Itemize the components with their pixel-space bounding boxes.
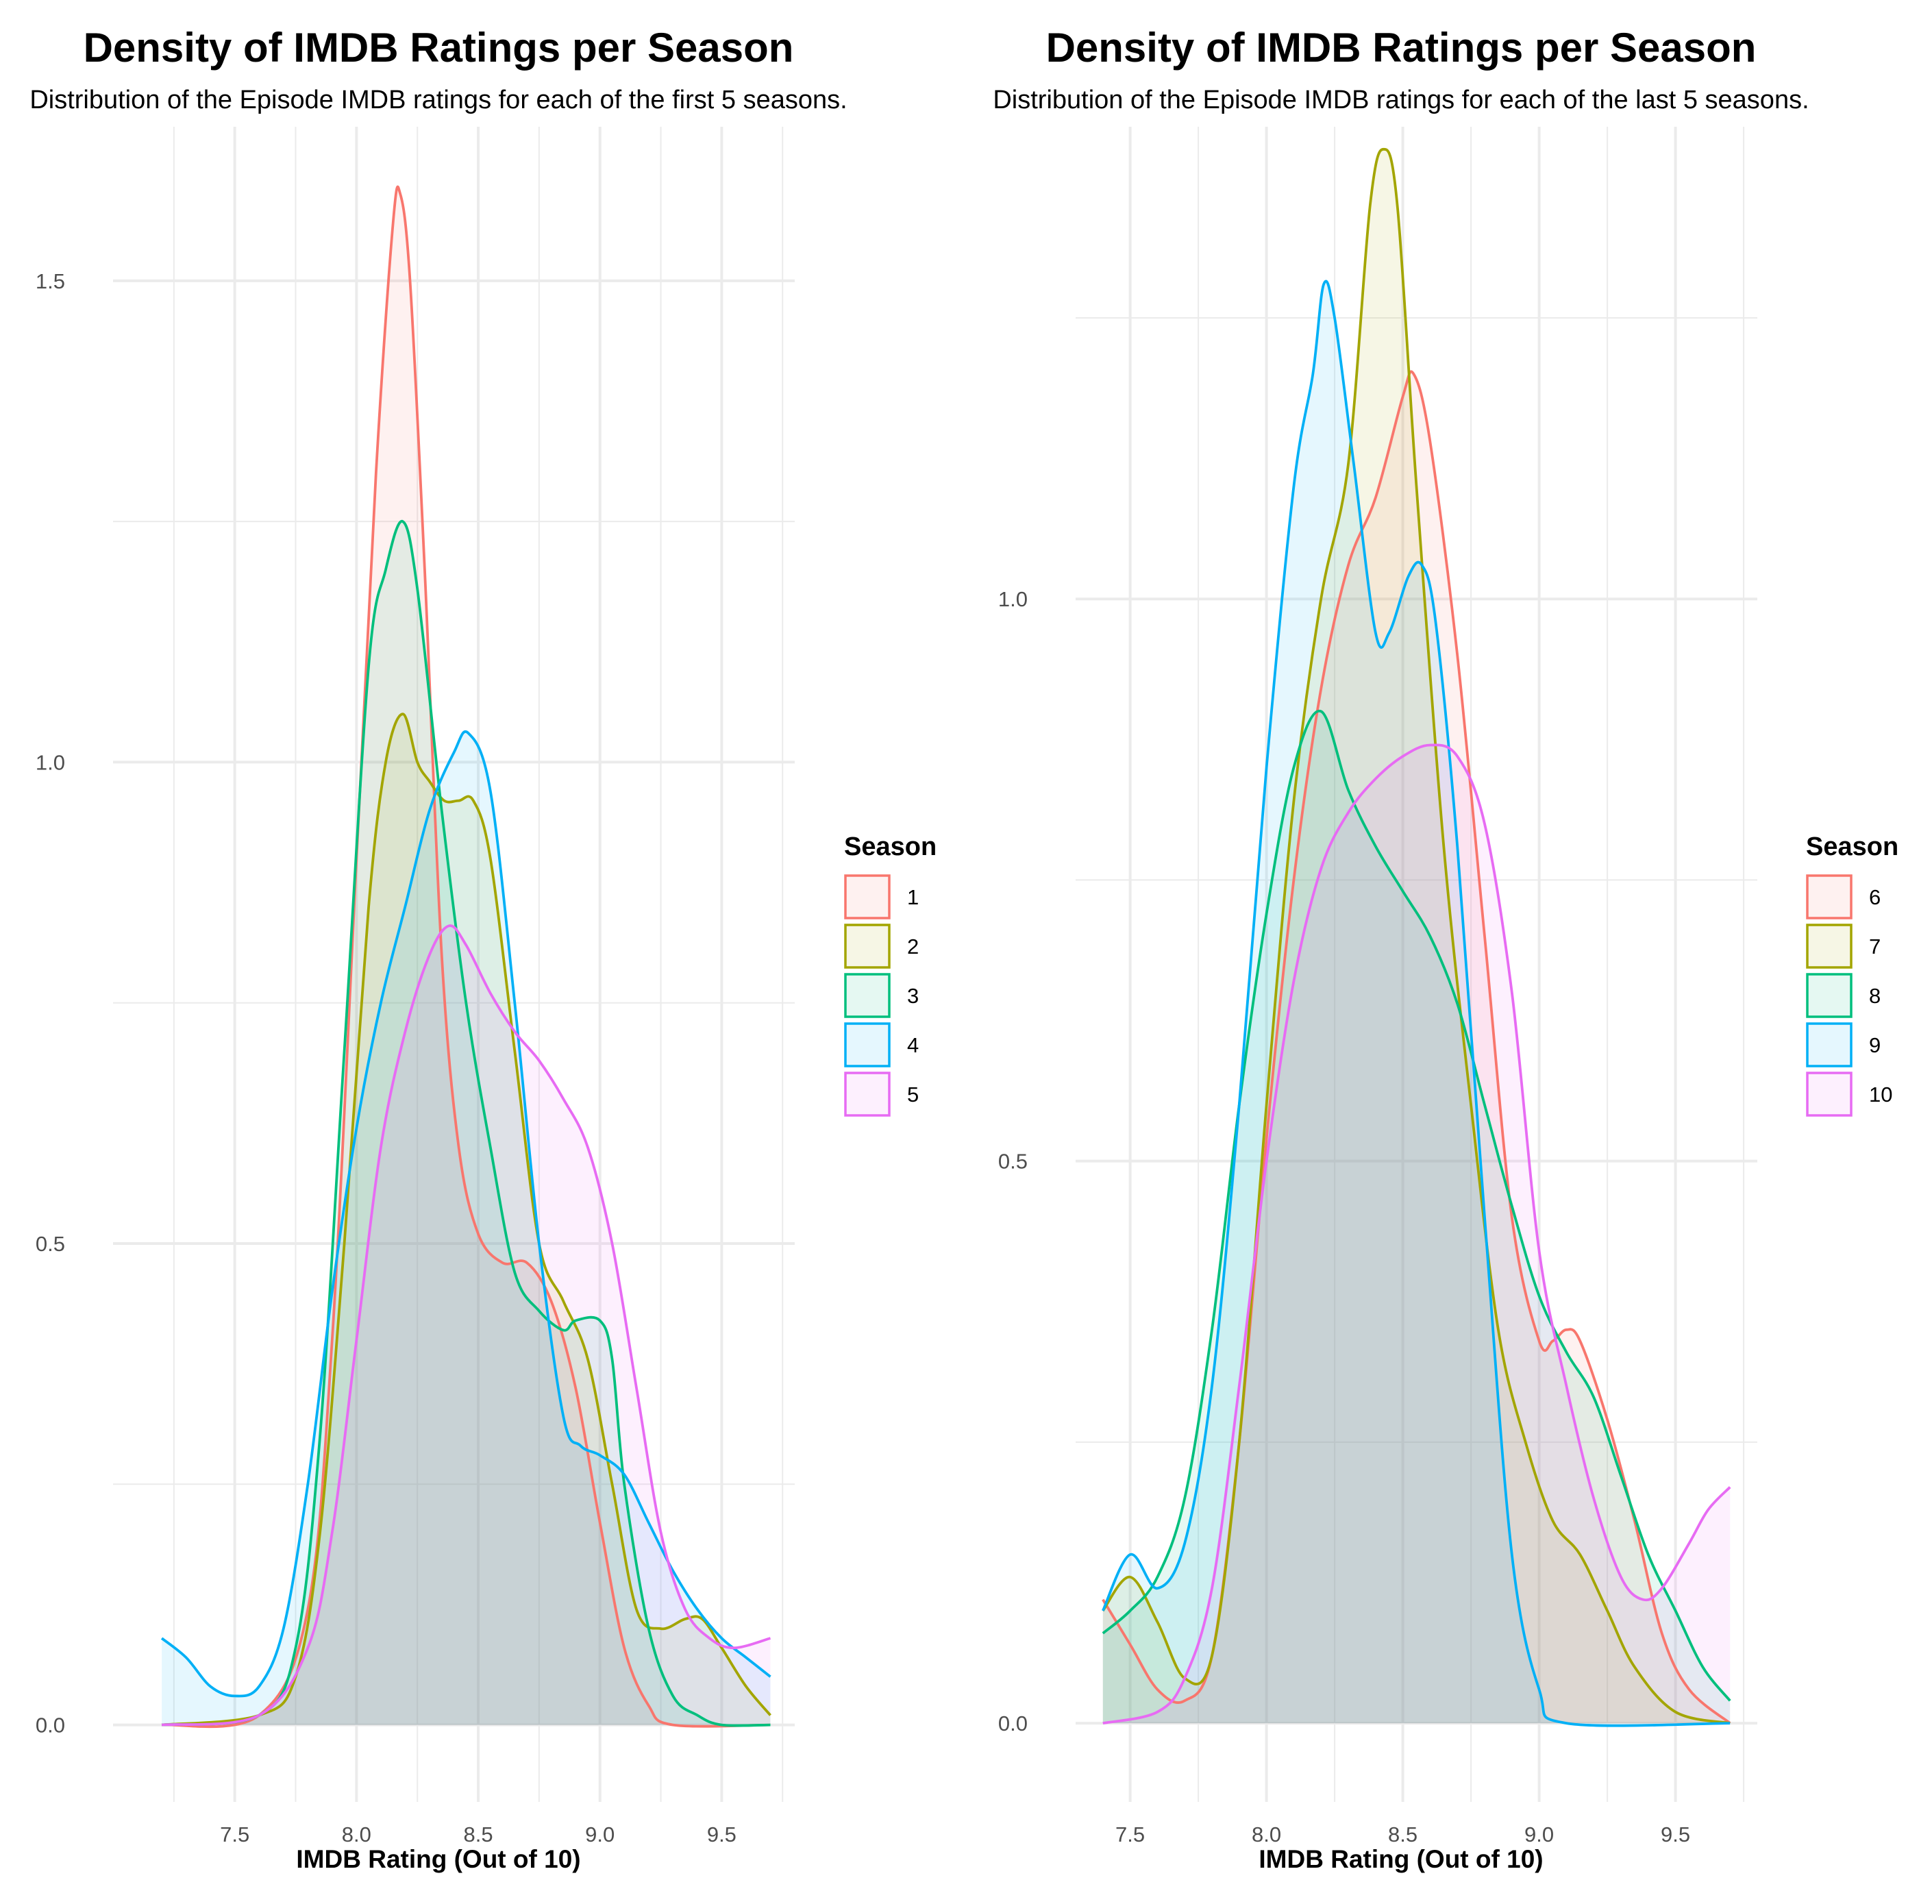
y-tick-label: 1.0	[998, 587, 1028, 611]
chart-subtitle: Distribution of the Episode IMDB ratings…	[993, 86, 1809, 114]
x-tick-label: 8.5	[1388, 1822, 1417, 1846]
x-tick-label: 8.0	[1252, 1822, 1281, 1846]
legend: Season 1 2 3 4 5	[844, 832, 937, 1117]
legend-key-season-1	[844, 874, 891, 919]
density-area-season-2	[162, 714, 771, 1725]
legend-label-season-8: 8	[1869, 984, 1881, 1008]
density-area-season-1	[162, 186, 771, 1727]
legend: Season 6 7 8 9 10	[1806, 832, 1898, 1117]
x-tick-label: 9.5	[1661, 1822, 1690, 1846]
density-fills	[162, 186, 771, 1727]
density-area-season-10	[1102, 745, 1731, 1724]
x-tick-label: 9.0	[1524, 1822, 1554, 1846]
y-tick-label: 0.5	[998, 1150, 1028, 1174]
density-line-season-4	[160, 730, 771, 1698]
density-area-season-7	[1102, 149, 1731, 1724]
grid	[1076, 127, 1757, 1802]
chart-title: Density of IMDB Ratings per Season	[1046, 25, 1757, 71]
chart-subtitle: Distribution of the Episode IMDB ratings…	[29, 86, 847, 114]
density-line-season-9	[1102, 280, 1731, 1727]
legend-label-season-6: 6	[1869, 885, 1881, 909]
density-area-season-4	[162, 731, 771, 1725]
density-line-season-8	[1102, 709, 1731, 1702]
legend-title: Season	[844, 832, 937, 861]
density-line-season-7	[1102, 147, 1731, 1724]
chart-title: Density of IMDB Ratings per Season	[84, 25, 794, 71]
density-area-season-9	[1102, 281, 1731, 1726]
x-tick-label: 8.0	[342, 1822, 371, 1846]
legend-key-season-7	[1806, 924, 1853, 969]
plot-area: 7.5 8.0 8.5 9.0 9.5 0.0 0.5 1.0	[998, 127, 1757, 1846]
legend-key-season-3	[844, 973, 891, 1018]
legend-label-season-7: 7	[1869, 935, 1881, 959]
density-area-season-6	[1102, 371, 1731, 1724]
legend-label-season-10: 10	[1869, 1083, 1892, 1106]
y-tick-label: 1.0	[36, 750, 65, 774]
legend-key-season-5	[844, 1072, 891, 1117]
y-tick-label: 0.0	[36, 1714, 65, 1738]
x-tick-label: 8.5	[463, 1822, 493, 1846]
x-tick-label: 7.5	[1115, 1822, 1145, 1846]
plot-area: 7.5 8.0 8.5 9.0 9.5 0.0 0.5 1.0 1.5	[36, 127, 795, 1846]
x-axis-label: IMDB Rating (Out of 10)	[1259, 1845, 1543, 1873]
density-line-season-5	[161, 924, 771, 1727]
density-area-season-3	[162, 521, 771, 1726]
legend-label-season-3: 3	[907, 984, 919, 1008]
legend-label-season-2: 2	[907, 935, 919, 959]
legend-title: Season	[1806, 832, 1898, 861]
density-lines	[160, 185, 771, 1729]
x-axis-label: IMDB Rating (Out of 10)	[296, 1845, 580, 1873]
legend-key-season-8	[1806, 973, 1853, 1018]
chart-panel-last-seasons: Density of IMDB Ratings per Season Distr…	[993, 25, 1898, 1873]
x-tick-label: 7.5	[220, 1822, 249, 1846]
legend-label-season-9: 9	[1869, 1033, 1881, 1057]
legend-key-season-10	[1806, 1072, 1853, 1117]
legend-key-season-4	[844, 1022, 891, 1067]
y-tick-label: 1.5	[36, 269, 65, 293]
legend-key-season-9	[1806, 1022, 1853, 1067]
x-tick-label: 9.5	[707, 1822, 736, 1846]
legend-label-season-5: 5	[907, 1083, 919, 1106]
x-tick-label: 9.0	[585, 1822, 615, 1846]
y-tick-label: 0.5	[36, 1232, 65, 1256]
density-area-season-5	[162, 926, 771, 1725]
density-line-season-10	[1102, 743, 1731, 1724]
legend-label-season-1: 1	[907, 885, 919, 909]
chart-panel-first-seasons: Density of IMDB Ratings per Season Distr…	[29, 25, 937, 1873]
density-lines	[1102, 147, 1731, 1727]
legend-key-season-2	[844, 924, 891, 969]
y-tick-label: 0.0	[998, 1711, 1028, 1735]
legend-label-season-4: 4	[907, 1033, 919, 1057]
legend-key-season-6	[1806, 874, 1853, 919]
